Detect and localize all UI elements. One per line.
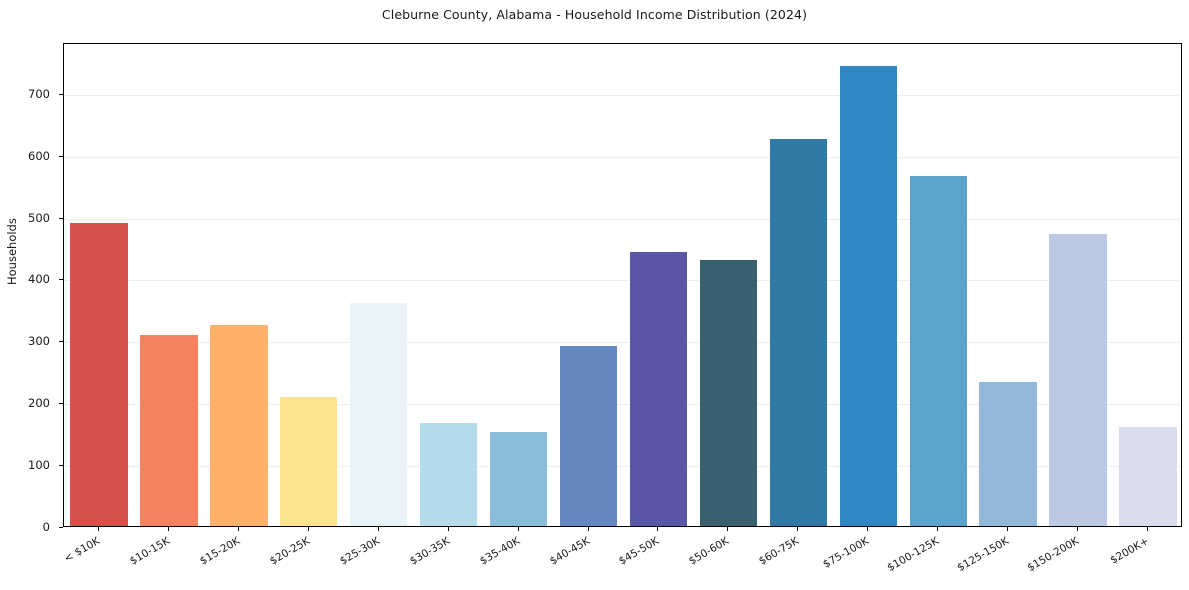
y-tick-label: 0 — [42, 520, 50, 534]
x-tick-label: $75-100K — [821, 535, 872, 571]
x-tick-mark — [237, 527, 239, 531]
bar[interactable] — [140, 334, 198, 526]
x-tick-label: $200K+ — [1108, 535, 1152, 567]
x-tick-label: $35-40K — [477, 535, 522, 568]
y-tick-mark — [59, 341, 63, 343]
bar[interactable] — [559, 345, 618, 526]
y-tick-label: 500 — [28, 210, 50, 225]
x-tick-mark — [937, 527, 939, 531]
x-tick-mark — [447, 527, 449, 531]
x-tick-label: $100-125K — [885, 535, 942, 575]
x-tick-mark — [167, 527, 169, 531]
bar[interactable] — [210, 324, 268, 526]
x-tick-label: $10-15K — [127, 535, 172, 568]
bar[interactable] — [419, 422, 478, 526]
chart-title: Cleburne County, Alabama - Household Inc… — [381, 7, 808, 22]
x-tick-label: $30-35K — [407, 535, 452, 568]
y-tick-mark — [59, 155, 63, 157]
x-tick-label: $60-75K — [757, 535, 802, 568]
y-tick-label: 400 — [28, 272, 50, 287]
bar-series — [64, 44, 1181, 526]
x-tick-label: $150-200K — [1025, 535, 1082, 575]
bar[interactable] — [909, 175, 967, 526]
x-tick-mark — [587, 527, 589, 531]
x-tick-label: $40-45K — [547, 535, 592, 568]
y-tick-label: 200 — [28, 396, 50, 411]
x-tick-mark — [97, 527, 99, 531]
bar[interactable] — [350, 303, 408, 526]
y-tick-label: 700 — [28, 86, 50, 101]
x-tick-label: < $10K — [62, 535, 102, 565]
bar[interactable] — [699, 259, 758, 526]
x-tick-mark — [1077, 527, 1079, 531]
x-tick-label: $25-30K — [337, 535, 382, 568]
y-tick-label: 300 — [28, 334, 50, 349]
x-tick-mark — [657, 527, 659, 531]
x-tick-mark — [307, 527, 309, 531]
y-tick-label: 600 — [28, 148, 50, 163]
bar[interactable] — [769, 139, 827, 526]
plot-area — [63, 43, 1182, 527]
y-tick-mark — [59, 403, 63, 405]
y-tick-mark — [59, 527, 63, 528]
y-tick-mark — [59, 93, 63, 95]
y-tick-mark — [59, 465, 63, 467]
x-tick-label: $20-25K — [267, 535, 312, 568]
bar[interactable] — [839, 66, 897, 526]
x-tick-mark — [517, 527, 519, 531]
bar[interactable] — [489, 431, 548, 526]
x-tick-mark — [797, 527, 799, 531]
y-tick-mark — [59, 217, 63, 219]
x-tick-label: $15-20K — [197, 535, 242, 568]
bar[interactable] — [979, 382, 1037, 526]
bar[interactable] — [1119, 426, 1177, 526]
y-tick-mark — [59, 279, 63, 281]
x-tick-mark — [727, 527, 729, 531]
bar[interactable] — [280, 396, 338, 526]
x-tick-mark — [1147, 527, 1149, 531]
x-tick-label: $125-150K — [955, 535, 1012, 575]
x-tick-mark — [377, 527, 379, 531]
x-axis: < $10K $10-15K $15-20K $20-25K $25-30K $30-35… — [62, 527, 1182, 590]
y-axis: 0 100 200 300 400 500 600 700 — [0, 43, 63, 534]
x-tick-mark — [867, 527, 869, 531]
bar[interactable] — [1049, 233, 1107, 526]
x-tick-label: $50-60K — [687, 535, 732, 568]
bar[interactable] — [629, 251, 688, 526]
bar[interactable] — [70, 222, 128, 526]
x-tick-mark — [1007, 527, 1009, 531]
x-tick-label: $45-50K — [617, 535, 662, 568]
y-tick-label: 100 — [28, 458, 50, 473]
